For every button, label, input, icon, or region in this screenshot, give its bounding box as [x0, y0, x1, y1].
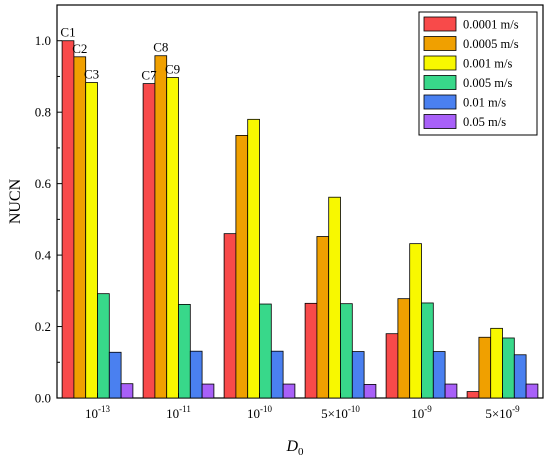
y-tick-label: 0.2	[35, 319, 51, 334]
bar	[444, 383, 458, 399]
bar	[61, 40, 75, 399]
bar	[120, 383, 134, 399]
x-tick-label-base: 10	[411, 406, 424, 421]
bar	[409, 243, 422, 399]
x-tick-label-exponent: -11	[179, 404, 191, 414]
plot-frame	[56, 4, 544, 399]
bar	[97, 293, 110, 399]
y-tick-label: 0.6	[35, 176, 52, 191]
x-tick-label: 10-11	[166, 404, 191, 421]
bars-group	[61, 40, 539, 399]
x-tick-label-base: 10	[85, 406, 98, 421]
bar	[73, 56, 87, 399]
bar	[490, 327, 503, 399]
bar-annotation: C3	[84, 67, 99, 82]
plot-area	[56, 4, 544, 399]
x-tick-label-exponent: -13	[98, 404, 110, 414]
bar	[166, 77, 179, 399]
bar	[108, 351, 122, 399]
bar	[223, 233, 237, 399]
legend-swatch	[423, 36, 457, 51]
bar	[513, 354, 527, 399]
bar	[397, 298, 411, 399]
x-axis-title-subscript: 0	[298, 446, 304, 458]
legend-label: 0.001 m/s	[463, 57, 512, 71]
bar	[478, 336, 492, 399]
bar	[201, 383, 215, 399]
bar-annotation: C8	[153, 40, 168, 55]
legend-swatch	[423, 75, 457, 90]
x-tick-label: 10-9	[411, 404, 432, 421]
legend-swatch	[423, 55, 457, 71]
legend-swatch	[423, 114, 457, 129]
bar-annotation: C2	[72, 41, 87, 56]
bar	[247, 118, 260, 399]
bar	[363, 384, 377, 399]
x-tick-label: 10-13	[85, 404, 110, 421]
x-axis: 10-13 10-11 10-10 5×10-10 10-9 5×10-9	[85, 393, 520, 421]
bar	[189, 350, 203, 399]
x-tick-label-exponent: -10	[260, 404, 272, 414]
legend: 0.0001 m/s 0.0005 m/s 0.001 m/s 0.005 m/s 0.…	[418, 11, 538, 136]
x-tick-label-base: 5×10	[485, 406, 512, 421]
bar	[432, 351, 446, 399]
x-tick-label: 5×10-10	[321, 404, 360, 421]
bar	[259, 303, 272, 399]
y-axis-title: NUCN	[7, 178, 24, 224]
bar	[421, 302, 434, 399]
y-axis: 0.0 0.2 0.4 0.6 0.8 1.0	[35, 4, 62, 406]
bar	[270, 350, 284, 399]
legend-label: 0.0001 m/s	[463, 18, 519, 32]
bar-annotation: C7	[141, 68, 157, 83]
x-tick-label: 5×10-9	[485, 404, 520, 421]
bar	[282, 383, 296, 399]
legend-swatch	[423, 94, 457, 110]
y-tick-label: 0.0	[35, 391, 51, 406]
bar	[235, 135, 249, 399]
bar	[304, 302, 318, 399]
x-tick-label-base: 10	[247, 406, 260, 421]
bar	[178, 303, 191, 399]
y-tick-label: 1.0	[35, 33, 51, 48]
bar	[316, 236, 330, 399]
x-tick-label: 10-10	[247, 404, 272, 421]
y-tick-label: 0.4	[35, 248, 52, 263]
legend-label: 0.01 m/s	[463, 96, 506, 110]
bar	[525, 383, 539, 399]
x-tick-label-base: 10	[166, 406, 179, 421]
x-tick-label-exponent: -9	[512, 404, 520, 414]
bar	[351, 351, 365, 399]
legend-label: 0.0005 m/s	[463, 37, 519, 51]
y-tick-label: 0.8	[35, 105, 51, 120]
bar	[85, 82, 98, 399]
bar	[466, 391, 480, 399]
bar	[340, 303, 353, 399]
bar-annotation: C1	[60, 25, 75, 40]
bar	[385, 333, 399, 399]
legend-label: 0.005 m/s	[463, 76, 512, 90]
bar-annotation: C9	[165, 62, 180, 77]
x-tick-label-exponent: -9	[424, 404, 432, 414]
legend-label: 0.05 m/s	[463, 115, 506, 129]
x-tick-label-exponent: -10	[348, 404, 360, 414]
x-axis-title-main: D	[285, 438, 298, 455]
bar	[502, 337, 515, 399]
x-axis-title: D0	[285, 438, 304, 458]
bar	[142, 83, 156, 399]
x-tick-label-base: 5×10	[321, 406, 348, 421]
bar	[154, 55, 168, 399]
legend-swatch	[423, 16, 457, 32]
bar	[328, 196, 341, 399]
